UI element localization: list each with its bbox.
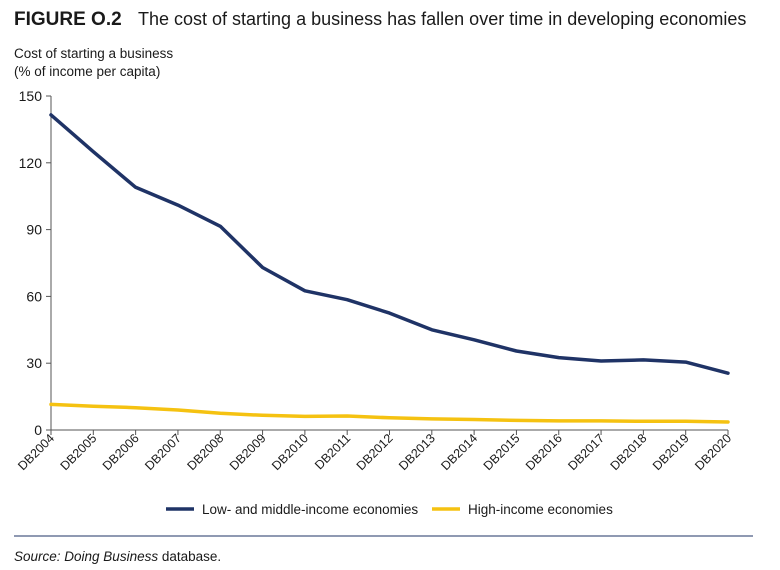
y-tick-label: 0: [34, 422, 42, 438]
y-tick-label: 90: [26, 222, 42, 238]
x-tick-label: DB2007: [142, 431, 184, 473]
x-tick-label: DB2020: [692, 431, 734, 473]
x-tick-label: DB2015: [481, 431, 523, 473]
y-axis-label-line-2: (% of income per capita): [14, 64, 160, 79]
x-tick-label: DB2010: [269, 431, 311, 473]
x-tick-label: DB2012: [354, 431, 396, 473]
y-tick-label: 30: [26, 355, 42, 371]
source-note: Source: Doing Business database.: [14, 549, 221, 564]
figure-number: FIGURE O.2: [14, 9, 122, 30]
legend-label-low-middle: Low- and middle-income economies: [202, 502, 418, 517]
x-tick-label: DB2005: [58, 431, 100, 473]
x-tick-label: DB2014: [438, 431, 480, 473]
axes: [46, 95, 729, 435]
x-tick-label: DB2009: [227, 431, 269, 473]
x-tick-label: DB2016: [523, 431, 565, 473]
x-tick-label: DB2006: [100, 431, 142, 473]
y-tick-label: 150: [19, 88, 43, 104]
source-name: Doing Business: [64, 549, 158, 564]
y-axis-label-line-1: Cost of starting a business: [14, 46, 173, 61]
x-tick-label: DB2018: [608, 431, 650, 473]
series-lines: [49, 113, 730, 424]
series-line-high: [49, 402, 730, 424]
legend: Low- and middle-income economies High-in…: [166, 502, 613, 517]
x-tick-label: DB2017: [565, 431, 607, 473]
x-tick-label: DB2011: [312, 431, 353, 472]
series-line-low-middle: [49, 113, 730, 375]
source-prefix: Source:: [14, 549, 64, 564]
y-tick-label: 120: [19, 155, 43, 171]
x-tick-label: DB2019: [650, 431, 692, 473]
y-tick-label: 60: [26, 288, 42, 304]
figure-title: The cost of starting a business has fall…: [138, 9, 746, 29]
source-suffix: database.: [158, 549, 221, 564]
x-tick-label: DB2013: [396, 431, 438, 473]
x-tick-label: DB2008: [185, 431, 227, 473]
legend-label-high: High-income economies: [468, 502, 613, 517]
